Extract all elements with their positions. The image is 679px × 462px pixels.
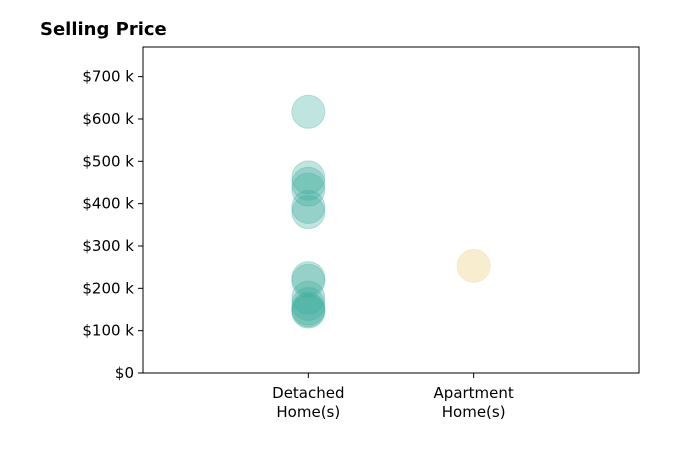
x-axis: Detached Home(s) Apartment Home(s): [272, 373, 514, 421]
chart-title: Selling Price: [40, 19, 167, 40]
data-point: [456, 248, 491, 283]
data-point: [291, 94, 326, 129]
data-point: [291, 190, 326, 225]
plot-frame: [142, 46, 640, 374]
data-point: [291, 280, 326, 315]
y-tick-label: $600 k: [82, 110, 134, 128]
data-point: [291, 172, 326, 207]
data-point: [291, 263, 326, 298]
data-point: [291, 166, 326, 201]
data-point: [291, 261, 326, 296]
y-tick-label: $200 k: [82, 279, 134, 297]
data-point: [291, 293, 326, 328]
y-tick-label: $700 k: [82, 68, 134, 86]
x-tick-label: Detached Home(s): [272, 384, 344, 421]
y-tick-label: $300 k: [82, 237, 134, 255]
data-point: [291, 286, 326, 321]
data-point: [291, 291, 326, 326]
data-point: [291, 195, 326, 230]
y-tick-label: $500 k: [82, 152, 134, 170]
y-tick-label: $0: [115, 364, 134, 382]
data-point: [291, 294, 326, 329]
y-axis: $0 $100 k $200 k $300 k $400 k $500 k $600 k $7…: [82, 68, 143, 382]
data-point: [291, 160, 326, 195]
x-tick-label: Apartment Home(s): [434, 384, 514, 421]
y-tick-label: $100 k: [82, 322, 134, 340]
y-tick-label: $400 k: [82, 195, 134, 213]
points-layer: [291, 94, 491, 329]
